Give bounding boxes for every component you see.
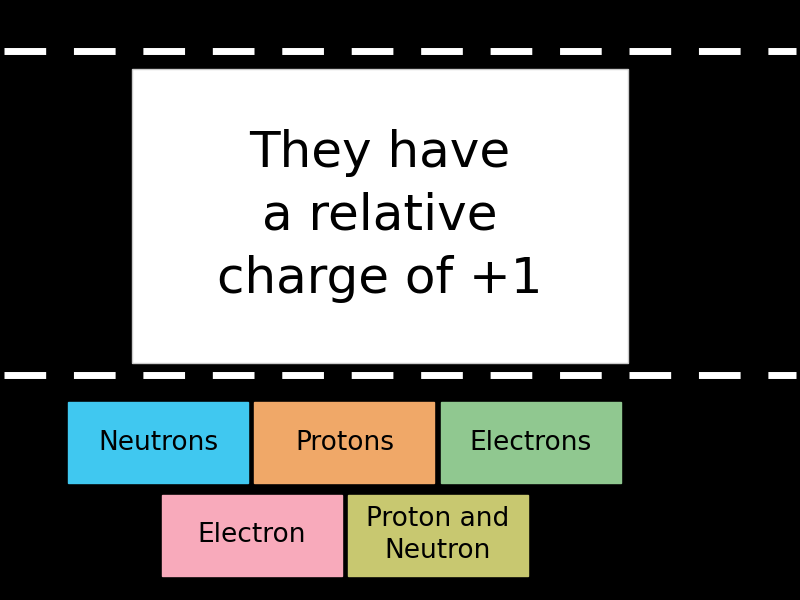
FancyBboxPatch shape	[441, 402, 621, 483]
Text: Electron: Electron	[198, 523, 306, 548]
Text: Neutrons: Neutrons	[98, 430, 218, 455]
Text: Proton and
Neutron: Proton and Neutron	[366, 506, 510, 565]
Text: Protons: Protons	[295, 430, 394, 455]
FancyBboxPatch shape	[162, 495, 342, 576]
FancyBboxPatch shape	[132, 69, 628, 363]
FancyBboxPatch shape	[68, 402, 248, 483]
Text: Electrons: Electrons	[470, 430, 592, 455]
Text: They have
a relative
charge of +1: They have a relative charge of +1	[218, 129, 542, 303]
FancyBboxPatch shape	[254, 402, 434, 483]
FancyBboxPatch shape	[348, 495, 528, 576]
